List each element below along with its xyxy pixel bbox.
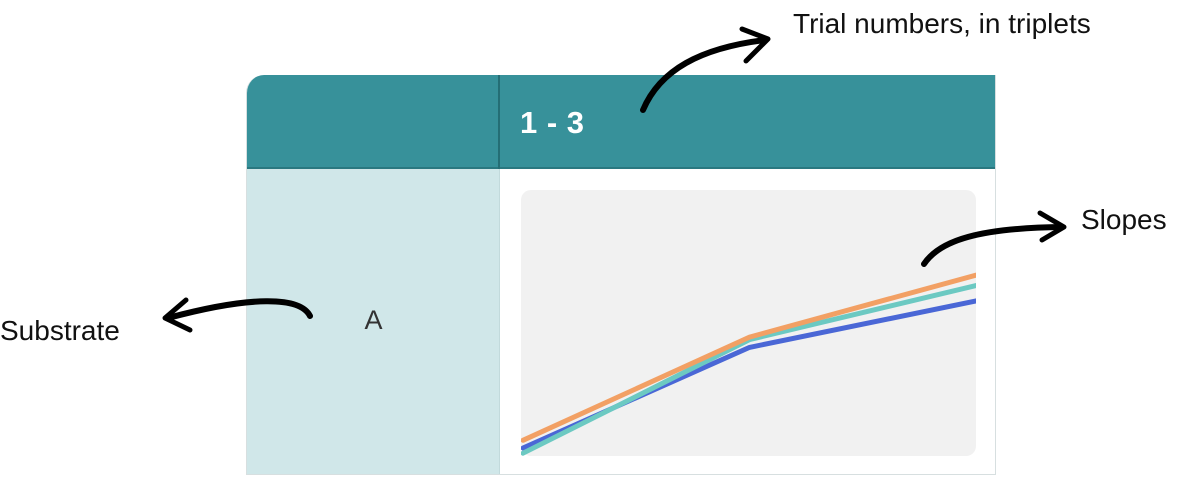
slope-line-3 <box>521 272 976 443</box>
header-corner-cell <box>247 75 500 169</box>
substrate-arrowhead <box>162 297 193 333</box>
trial-numbers-callout: Trial numbers, in triplets <box>793 8 1091 39</box>
trial-column-label: 1 - 3 <box>520 105 585 140</box>
slopes-arrowhead <box>1037 210 1067 243</box>
trial-numbers-arrowhead <box>739 26 771 64</box>
slope-chart <box>521 272 976 456</box>
slopes-callout: Slopes <box>1081 204 1167 235</box>
slopes-arrow <box>921 224 1065 267</box>
substrate-callout: Substrate <box>0 315 120 346</box>
substrate-arrow <box>165 298 313 321</box>
header-row: 1 - 3 <box>247 75 995 169</box>
trial-column-header: 1 - 3 <box>500 75 995 169</box>
substrate-label: A <box>364 305 383 335</box>
substrate-row-cell: A <box>247 169 500 474</box>
slope-chart-panel <box>521 190 976 456</box>
results-table: 1 - 3 A <box>246 75 996 475</box>
trial-numbers-arrow <box>640 37 768 113</box>
